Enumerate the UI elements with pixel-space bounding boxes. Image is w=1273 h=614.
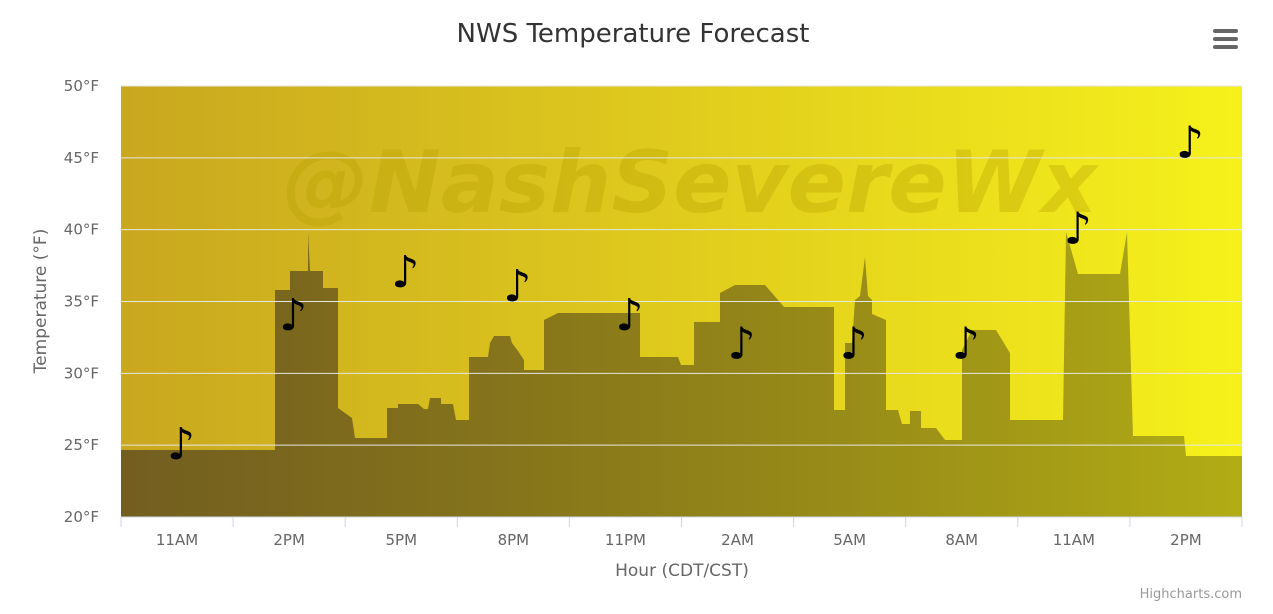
y-tick-label: 45°F: [64, 149, 99, 167]
x-tick-label: 11PM: [605, 531, 646, 549]
x-tick-label: 2PM: [1170, 531, 1202, 549]
x-tick-label: 2AM: [721, 531, 754, 549]
y-axis-labels: 20°F 25°F 30°F 35°F 40°F 45°F 50°F: [64, 77, 99, 526]
temperature-point[interactable]: ♪: [728, 319, 756, 370]
y-gridlines: [121, 85, 1242, 446]
chart-title: NWS Temperature Forecast: [457, 19, 810, 49]
temperature-point[interactable]: ♪: [503, 261, 531, 312]
temperature-point[interactable]: ♪: [279, 290, 307, 341]
temperature-point[interactable]: ♪: [1176, 117, 1204, 168]
temperature-point[interactable]: ♪: [391, 247, 419, 298]
temperature-point[interactable]: ♪: [1064, 204, 1092, 255]
x-tick-label: 11AM: [156, 531, 198, 549]
x-axis-labels: 11AM 2PM 5PM 8PM 11PM 2AM 5AM 8AM 11AM 2PM: [156, 531, 1202, 549]
x-tick-label: 2PM: [273, 531, 305, 549]
y-tick-label: 35°F: [64, 293, 99, 311]
y-tick-label: 20°F: [64, 508, 99, 526]
temperature-point[interactable]: ♪: [840, 319, 868, 370]
y-axis-title: Temperature (°F): [31, 229, 51, 375]
x-axis-ticks: [120, 517, 1243, 527]
credits-link[interactable]: Highcharts.com: [1140, 587, 1242, 602]
y-tick-label: 40°F: [64, 221, 99, 239]
x-tick-label: 8PM: [498, 531, 530, 549]
watermark-text: @NashSevereWx: [283, 133, 1100, 233]
temperature-point[interactable]: ♪: [952, 319, 980, 370]
hamburger-menu-icon[interactable]: [1208, 24, 1242, 54]
x-tick-label: 5PM: [385, 531, 417, 549]
skyline-silhouette: [121, 232, 1242, 517]
x-axis-title: Hour (CDT/CST): [615, 561, 749, 581]
y-tick-label: 30°F: [64, 364, 99, 382]
temperature-point[interactable]: ♪: [615, 290, 643, 341]
x-tick-label: 5AM: [833, 531, 866, 549]
y-tick-label: 25°F: [64, 436, 99, 454]
temperature-series: ♪ ♪ ♪ ♪ ♪ ♪ ♪ ♪ ♪ ♪: [167, 117, 1204, 470]
temperature-point[interactable]: ♪: [167, 419, 195, 470]
x-tick-label: 8AM: [945, 531, 978, 549]
y-tick-label: 50°F: [64, 77, 99, 95]
x-tick-label: 11AM: [1053, 531, 1095, 549]
